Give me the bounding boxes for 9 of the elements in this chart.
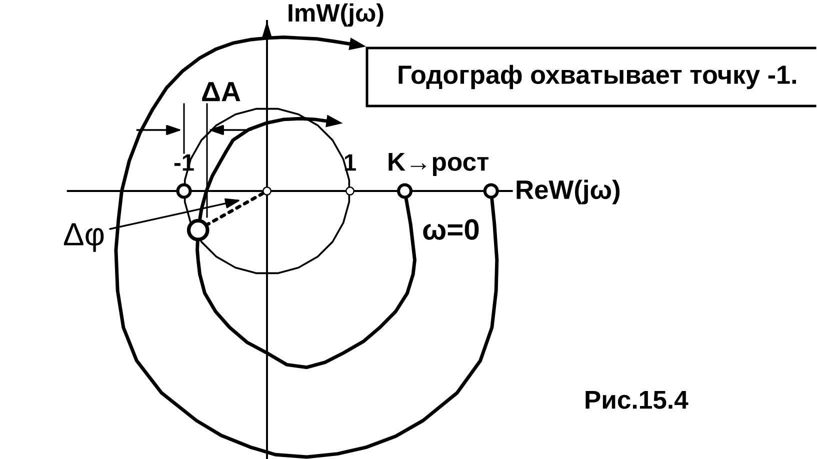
annotation: K→рост <box>388 152 488 176</box>
annotation: ΔA <box>202 82 240 102</box>
x-tick-label: 1 <box>344 154 356 171</box>
annotation: Годограф охватывает точку -1. <box>398 64 796 90</box>
y-axis-title: ImW(jω) <box>288 3 384 27</box>
annotation: Δφ <box>64 223 104 252</box>
x-axis-title: ReW(jω) <box>516 180 620 204</box>
text: Рис.15.4 <box>586 390 688 409</box>
annotation: ω=0 <box>423 219 479 240</box>
